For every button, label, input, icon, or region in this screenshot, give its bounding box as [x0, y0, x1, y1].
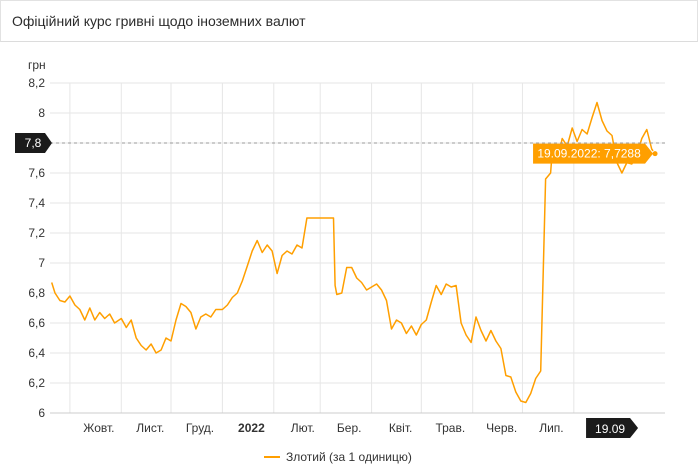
y-tick-label: 6,4 — [28, 346, 45, 360]
legend-label[interactable]: Злотий (за 1 одиницю) — [286, 450, 412, 464]
crosshair-y-label-bg — [15, 133, 52, 153]
tooltip-text: 19.09.2022: 7,7288 — [537, 147, 641, 161]
y-tick-label: 7,2 — [28, 226, 45, 240]
x-tick-label: Лист. — [136, 421, 164, 435]
y-tick-label: 7,4 — [28, 196, 45, 210]
x-tick-label: Груд. — [186, 421, 214, 435]
y-tick-label: 6 — [38, 406, 45, 420]
crosshair: 7,8 19.09 19.09.2022: 7,7288 — [15, 133, 665, 438]
crosshair-x-label: 19.09 — [595, 422, 625, 436]
y-axis-unit-label: грн — [28, 58, 46, 72]
y-tick-label: 8 — [38, 106, 45, 120]
x-tick-label: Трав. — [435, 421, 465, 435]
y-tick-label: 7 — [38, 256, 45, 270]
x-axis-ticks: Жовт. Лист. Груд. 2022 Лют. Бер. Квіт. Трав. Чер… — [83, 421, 618, 435]
tooltip-bg — [533, 143, 654, 164]
y-tick-label: 6,2 — [28, 376, 45, 390]
y-tick-label: 8,2 — [28, 76, 45, 90]
chart-title: Офіційний курс гривні щодо іноземних вал… — [12, 13, 306, 29]
x-tick-label: Квіт. — [389, 421, 413, 435]
grid — [50, 82, 665, 414]
y-tick-label: 6,6 — [28, 316, 45, 330]
x-tick-label: Бер. — [337, 421, 362, 435]
x-tick-label: Жовт. — [83, 421, 114, 435]
chart-header: Офіційний курс гривні щодо іноземних вал… — [0, 0, 698, 42]
x-tick-label: Лют. — [291, 421, 315, 435]
x-tick-label: 2022 — [238, 421, 265, 435]
y-axis-ticks: 6 6,2 6,4 6,6 6,8 7 7,2 7,4 7,6 7,8 8 8,2 — [28, 76, 45, 420]
y-tick-label: 6,8 — [28, 286, 45, 300]
legend[interactable]: Злотий (за 1 одиницю) — [264, 450, 412, 464]
crosshair-x-label-bg — [586, 418, 639, 438]
x-tick-label: Лип. — [539, 421, 563, 435]
x-tick-label: Черв. — [486, 421, 517, 435]
y-tick-label: 7,6 — [28, 166, 45, 180]
crosshair-y-label: 7,8 — [25, 136, 42, 150]
